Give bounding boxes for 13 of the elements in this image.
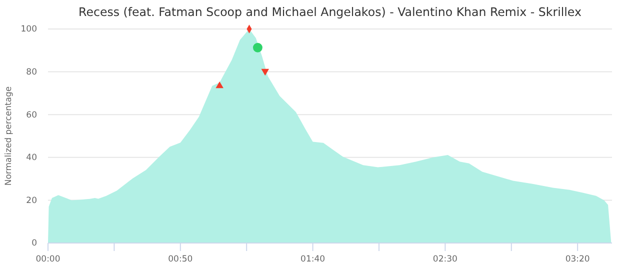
y-tick-label: 40 — [26, 153, 37, 164]
chart-title: Recess (feat. Fatman Scoop and Michael Angelakos) - Valentino Khan Remix - Skrillex — [78, 5, 582, 19]
y-tick-label: 20 — [26, 196, 37, 206]
y-tick-label: 80 — [26, 68, 37, 78]
y-axis-title: Normalized percentage — [4, 86, 14, 186]
x-tick-label: 00:50 — [168, 254, 193, 265]
x-tick-label: 00:00 — [36, 254, 60, 265]
y-tick-label: 0 — [32, 238, 37, 249]
x-tick-label: 03:20 — [565, 254, 590, 265]
x-tick-label: 01:40 — [300, 254, 326, 265]
y-tick-label: 60 — [26, 110, 37, 120]
x-tick-label: 02:30 — [432, 254, 458, 265]
y-tick-label: 100 — [20, 24, 37, 35]
